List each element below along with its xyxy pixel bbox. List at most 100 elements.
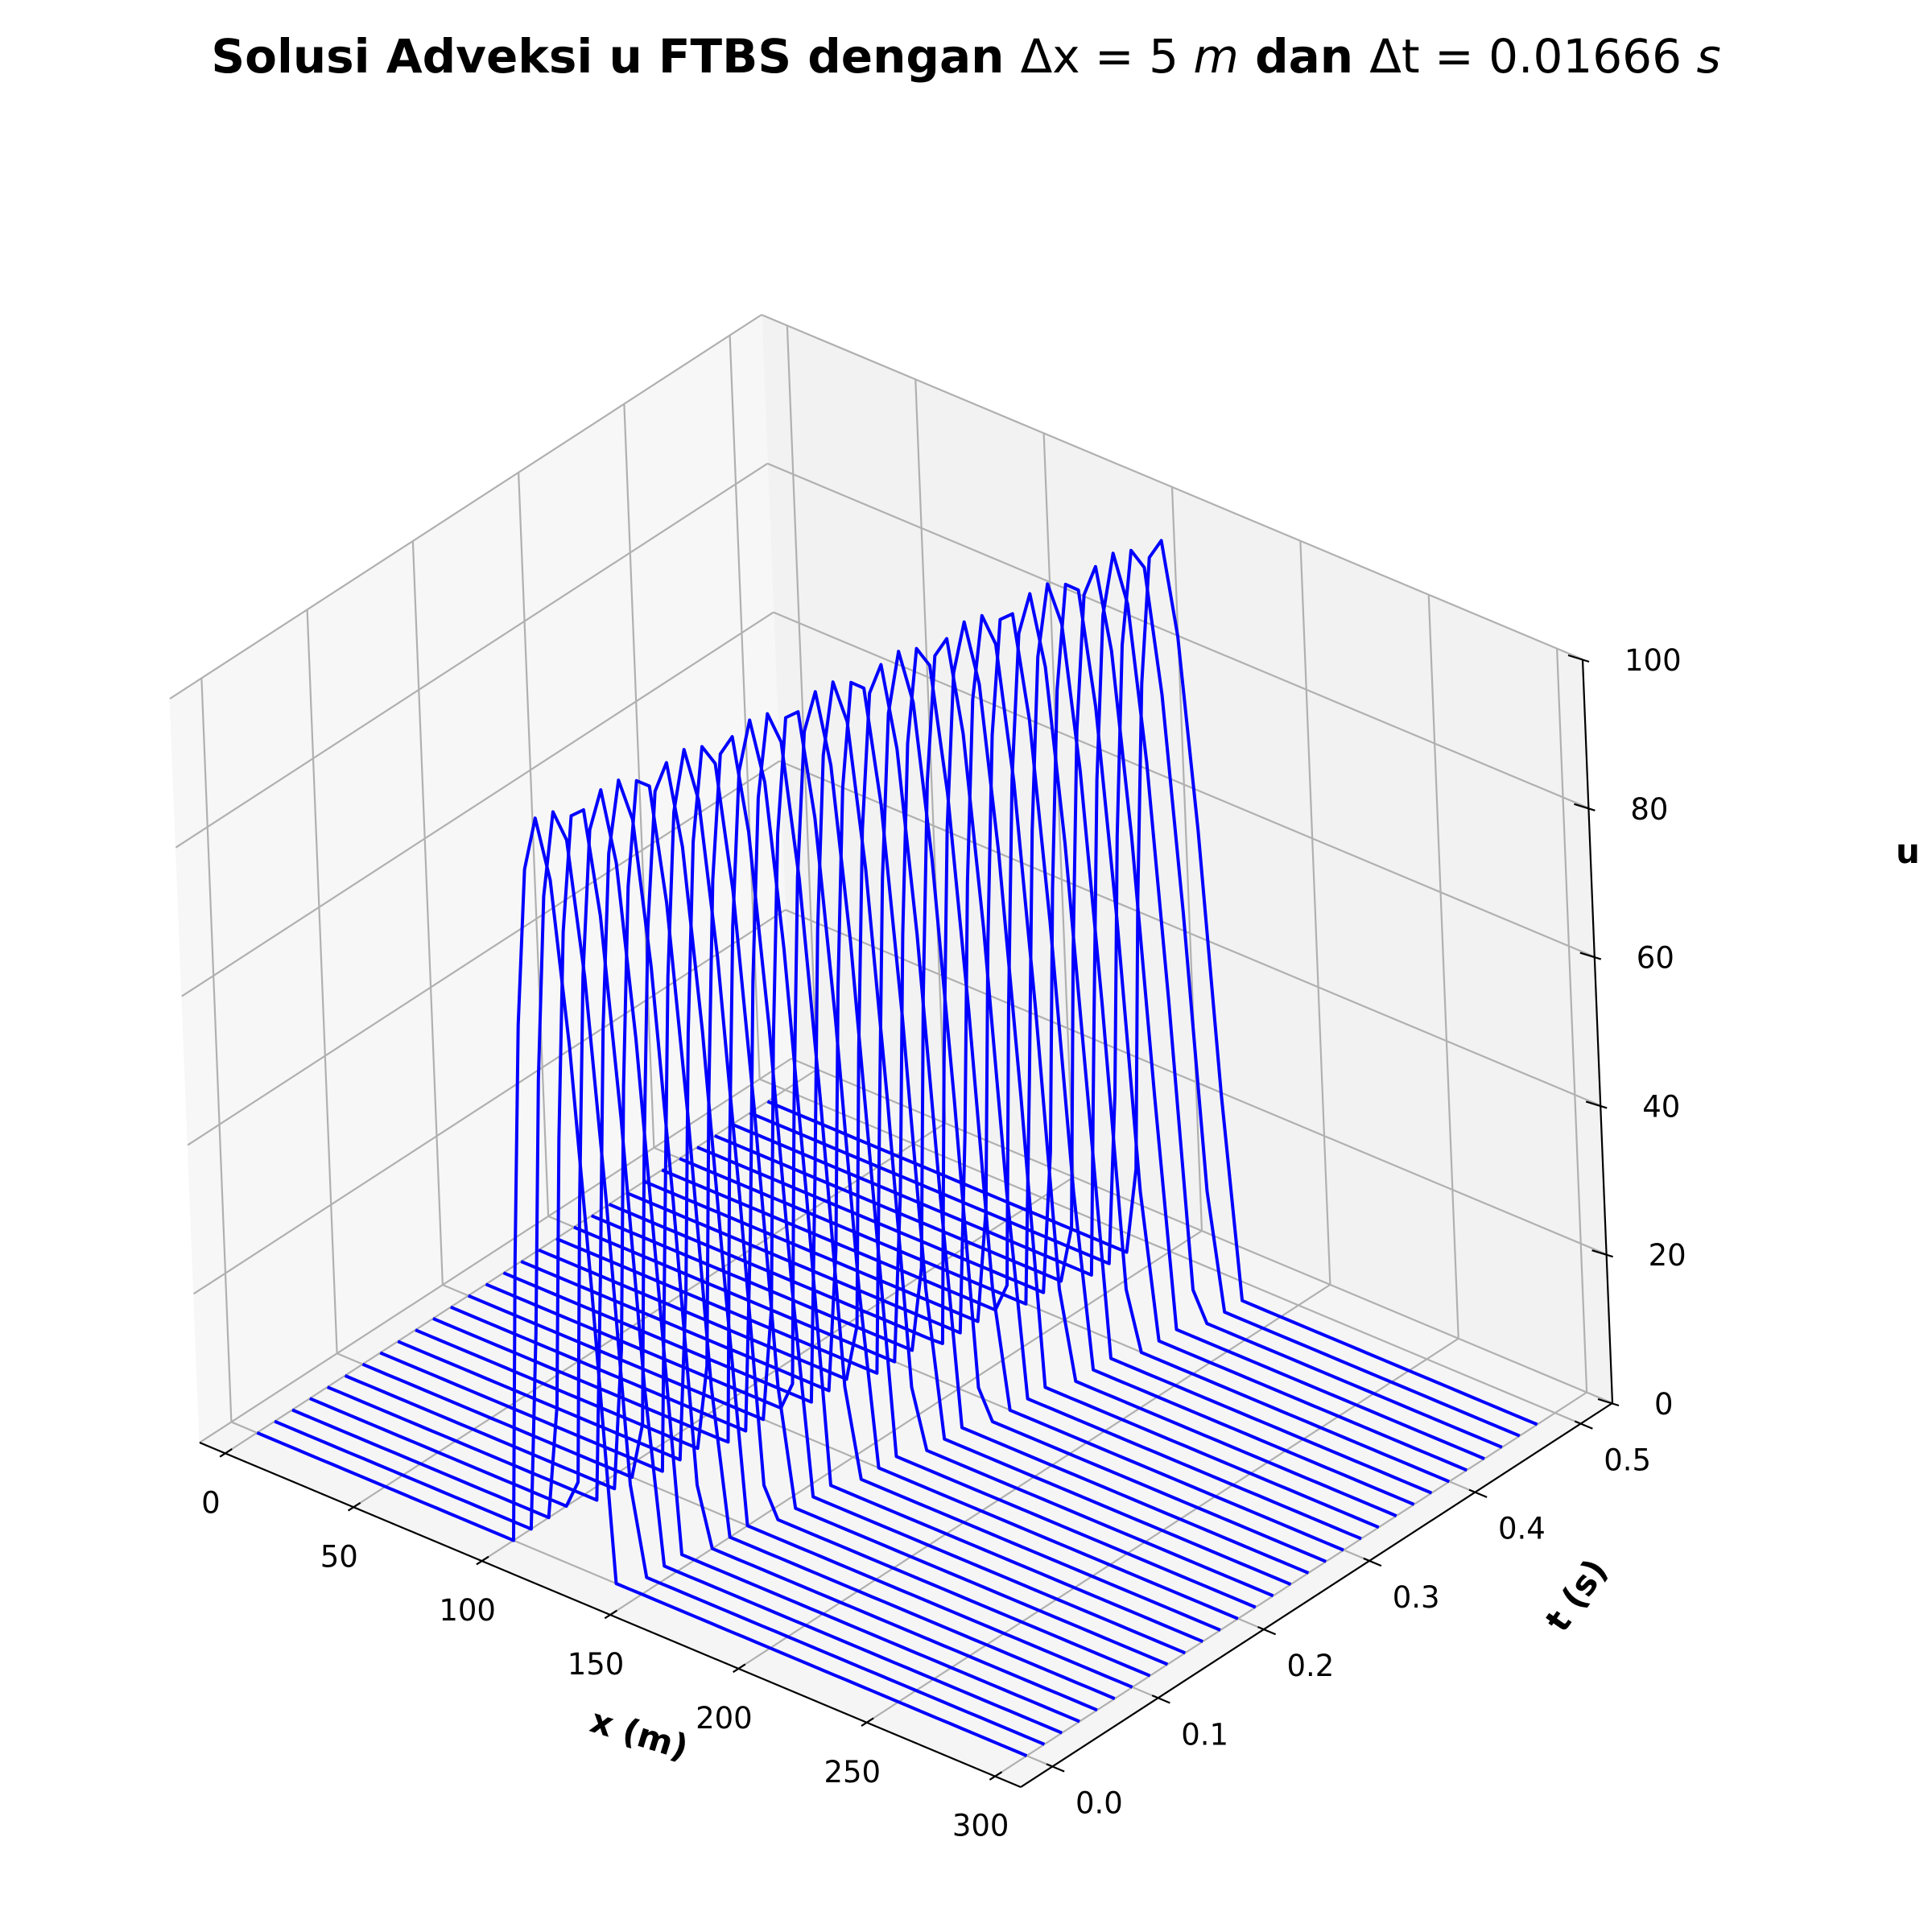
- grid-line-z-back: [791, 1057, 1613, 1405]
- grid-line-x-back: [1042, 433, 1075, 1178]
- grid-line-x-back: [1427, 594, 1459, 1339]
- grid-line-z-side: [181, 611, 774, 997]
- z-tick-mark: [1597, 1397, 1620, 1407]
- t-tick-mark: [1468, 1488, 1488, 1498]
- title-part-2: dan: [1239, 29, 1369, 84]
- title-dt-label: Δt: [1369, 29, 1419, 84]
- grid-line-t-side: [306, 609, 338, 1354]
- x-tick-label: 0: [201, 1485, 221, 1520]
- series-line: [326, 778, 1098, 1712]
- grid-line-x-floor: [609, 1230, 1203, 1616]
- series-line: [379, 748, 1151, 1678]
- series-line: [397, 745, 1169, 1666]
- grid-line-x-back: [1170, 486, 1203, 1232]
- t-tick-label: 0.5: [1604, 1443, 1651, 1478]
- series-line: [696, 582, 1468, 1472]
- grid-line-z-side: [199, 1058, 792, 1443]
- grid-line-z-side: [175, 462, 768, 848]
- grid-line-z-back: [778, 760, 1601, 1107]
- title-part-1: Solusi Adveksi u FTBS dengan: [211, 29, 1020, 84]
- series-line: [731, 551, 1503, 1449]
- series-line: [432, 718, 1203, 1644]
- series-line: [415, 735, 1187, 1655]
- title-dt-value: = 0.01666: [1420, 29, 1697, 84]
- axis-lines: 0501001502002503000.00.10.20.30.40.50204…: [199, 643, 1686, 1843]
- t-axis-line: [1020, 1402, 1613, 1788]
- z-tick-mark: [1585, 1100, 1608, 1109]
- t-tick-mark: [1363, 1557, 1382, 1567]
- t-tick-mark: [1151, 1695, 1170, 1704]
- z-tick-mark: [1574, 803, 1596, 811]
- title-dx-unit: m: [1193, 29, 1239, 84]
- series-line: [274, 810, 1046, 1746]
- series-line: [661, 592, 1433, 1495]
- grid-line-x-back: [1299, 540, 1331, 1285]
- series-line: [625, 613, 1397, 1517]
- series-line: [714, 564, 1485, 1460]
- series-lines: [256, 539, 1538, 1757]
- series-line: [309, 788, 1080, 1724]
- series-line: [590, 637, 1362, 1541]
- t-tick-label: 0.0: [1075, 1785, 1123, 1820]
- x-tick-label: 250: [824, 1755, 881, 1790]
- grid-line-x-floor: [994, 1391, 1587, 1777]
- title-dt-unit: s: [1696, 29, 1720, 84]
- grid-line-z-side: [193, 909, 786, 1295]
- grid-line-z-side: [169, 314, 762, 700]
- chart-title: Solusi Adveksi u FTBS dengan Δx = 5 m da…: [211, 29, 1720, 84]
- series-line: [291, 808, 1063, 1735]
- series-line: [485, 690, 1257, 1609]
- series-line: [344, 778, 1116, 1700]
- x-tick-mark: [476, 1555, 489, 1566]
- series-line: [538, 663, 1310, 1575]
- title-dx-value: = 5: [1080, 29, 1194, 84]
- x-tick-label: 150: [568, 1647, 625, 1682]
- grid-line-t-side: [518, 472, 550, 1216]
- series-line: [256, 816, 1028, 1757]
- z-axis-label: u: [1896, 832, 1920, 871]
- series-line: [502, 680, 1274, 1598]
- x-tick-label: 300: [952, 1809, 1009, 1843]
- series-line: [608, 620, 1380, 1530]
- z-tick-label: 20: [1649, 1238, 1686, 1273]
- z-tick-label: 40: [1642, 1089, 1680, 1124]
- t-tick-label: 0.3: [1393, 1580, 1440, 1615]
- x-tick-mark: [861, 1717, 874, 1728]
- y-axis-label: t (s): [1538, 1551, 1615, 1638]
- z-tick-label: 60: [1637, 941, 1674, 976]
- grid-line-z-back: [773, 611, 1596, 958]
- x-tick-label: 100: [439, 1593, 496, 1628]
- grid-line-x-back: [1556, 648, 1588, 1393]
- t-tick-mark: [1574, 1420, 1593, 1430]
- t-tick-label: 0.4: [1498, 1512, 1546, 1546]
- x-tick-mark: [219, 1448, 233, 1458]
- x-axis-label: x (m): [586, 1701, 693, 1768]
- t-tick-label: 0.1: [1181, 1717, 1228, 1752]
- grid-line-t-side: [411, 541, 444, 1286]
- title-dx-label: Δx: [1021, 29, 1080, 84]
- t-tick-label: 0.2: [1286, 1649, 1334, 1683]
- z-axis-line: [1581, 658, 1614, 1404]
- z-tick-mark: [1591, 1249, 1613, 1258]
- z-tick-label: 80: [1630, 792, 1668, 827]
- x-tick-label: 200: [696, 1701, 753, 1736]
- z-tick-mark: [1567, 654, 1590, 663]
- x-tick-mark: [989, 1771, 1003, 1781]
- grid-line-t-side: [623, 403, 655, 1148]
- grid-line-z-side: [187, 760, 780, 1146]
- x-tick-mark: [604, 1609, 617, 1620]
- x-tick-mark: [733, 1663, 746, 1674]
- z-tick-label: 100: [1624, 643, 1682, 678]
- t-tick-mark: [1046, 1763, 1065, 1773]
- grid-line-t-side: [200, 678, 233, 1422]
- grid-line-z-back: [761, 313, 1583, 661]
- t-tick-mark: [1257, 1625, 1277, 1636]
- x-tick-mark: [347, 1501, 361, 1512]
- grid-line-x-back: [786, 325, 818, 1070]
- z-tick-label: 0: [1654, 1387, 1674, 1422]
- series-line: [361, 761, 1133, 1689]
- series-line: [520, 680, 1292, 1587]
- z-tick-mark: [1579, 952, 1602, 960]
